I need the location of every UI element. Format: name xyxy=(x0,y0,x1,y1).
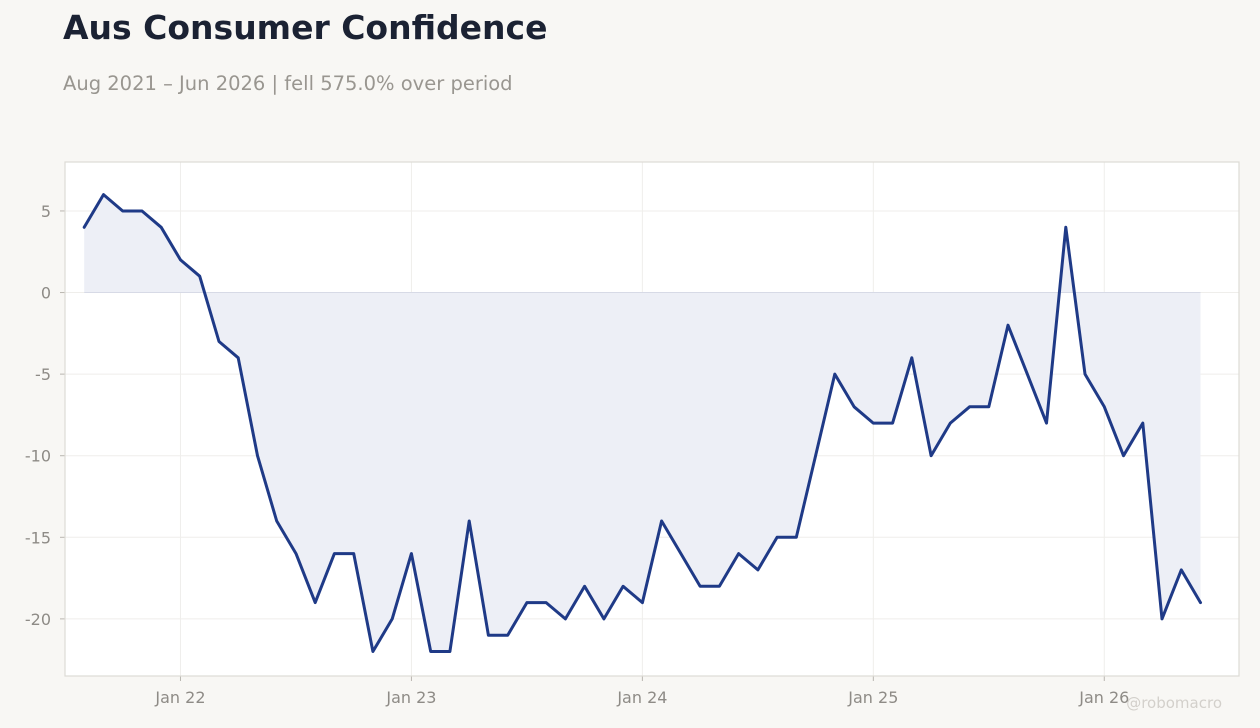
data-point xyxy=(1064,226,1067,229)
data-point xyxy=(1122,454,1125,457)
data-point xyxy=(160,226,163,229)
y-tick-label: -15 xyxy=(25,528,51,547)
data-point xyxy=(1026,372,1029,376)
data-point xyxy=(814,454,817,457)
data-point xyxy=(1006,323,1010,327)
y-tick-label: -20 xyxy=(25,610,51,629)
data-point xyxy=(429,650,432,653)
data-point xyxy=(583,585,586,588)
data-point xyxy=(718,585,721,588)
data-point xyxy=(237,356,240,360)
data-point xyxy=(968,405,971,408)
data-point xyxy=(1103,405,1106,408)
data-point xyxy=(1199,601,1202,604)
data-point xyxy=(795,536,798,539)
data-point xyxy=(140,209,144,213)
data-point xyxy=(602,617,606,621)
y-tick-label: -5 xyxy=(35,365,51,384)
data-point xyxy=(487,634,490,637)
data-point xyxy=(1180,568,1183,572)
x-tick-label: Jan 26 xyxy=(1078,688,1129,707)
data-point xyxy=(544,601,548,604)
data-point xyxy=(371,650,375,653)
data-point xyxy=(756,568,760,572)
plot-frame xyxy=(64,161,1240,677)
x-tick-label: Jan 22 xyxy=(154,688,205,707)
data-point xyxy=(506,634,509,637)
data-point xyxy=(102,193,105,196)
data-point xyxy=(987,405,991,408)
data-point xyxy=(448,650,452,653)
data-point xyxy=(737,552,740,555)
data-point xyxy=(83,226,86,229)
data-point xyxy=(621,585,625,588)
data-point xyxy=(410,552,413,555)
data-point xyxy=(121,209,124,213)
data-point xyxy=(1141,421,1144,425)
data-point xyxy=(352,552,355,555)
data-point xyxy=(929,454,933,457)
data-point xyxy=(179,258,182,262)
data-point xyxy=(852,405,856,408)
x-tick-label: Jan 25 xyxy=(847,688,898,707)
data-point xyxy=(275,519,278,523)
data-point xyxy=(679,552,683,555)
series-area-fill xyxy=(84,194,1201,652)
data-point xyxy=(256,454,259,457)
data-point xyxy=(1045,421,1048,425)
chart-subtitle: Aug 2021 – Jun 2026 | fell 575.0% over p… xyxy=(63,72,513,95)
data-points xyxy=(83,193,1202,653)
data-point xyxy=(217,340,221,343)
y-tick-label: -10 xyxy=(25,447,51,466)
x-tick-label: Jan 24 xyxy=(616,688,667,707)
data-point xyxy=(390,617,394,621)
data-point xyxy=(872,421,875,425)
data-point xyxy=(198,275,201,278)
chart-title: Aus Consumer Confidence xyxy=(63,8,548,47)
data-point xyxy=(1160,617,1164,621)
data-point xyxy=(833,372,837,376)
data-point xyxy=(294,552,298,555)
data-point xyxy=(775,536,779,539)
data-point xyxy=(313,601,317,604)
data-point xyxy=(525,601,529,604)
data-point xyxy=(891,421,894,425)
data-point xyxy=(910,356,914,360)
y-tick-label: 0 xyxy=(41,284,51,303)
data-point xyxy=(949,421,952,425)
data-point xyxy=(660,519,663,523)
watermark: @robomacro xyxy=(1126,694,1222,712)
data-point xyxy=(333,552,336,555)
y-axis-ticks: 5 0 -5 -10 -15 -20 xyxy=(25,202,65,629)
data-point xyxy=(1083,372,1087,376)
x-tick-label: Jan 23 xyxy=(385,688,436,707)
data-point xyxy=(467,519,471,523)
y-tick-label: 5 xyxy=(41,202,51,221)
data-point xyxy=(564,617,567,621)
data-point xyxy=(641,601,644,604)
data-point xyxy=(698,585,702,588)
x-axis-ticks: Jan 22 Jan 23 Jan 24 Jan 25 Jan 26 xyxy=(154,676,1129,707)
